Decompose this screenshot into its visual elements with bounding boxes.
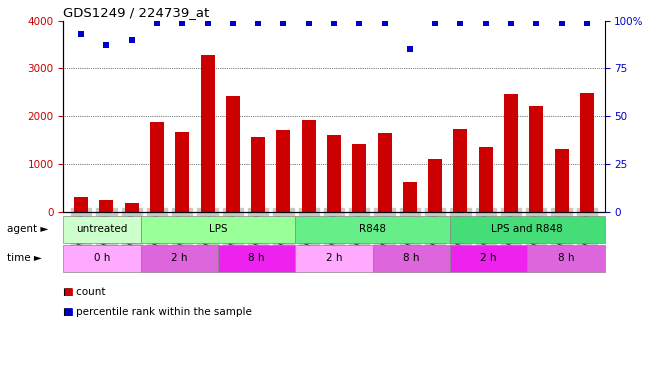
Text: untreated: untreated [76, 224, 128, 234]
Bar [200, 55, 214, 212]
Bar [141, 244, 218, 272]
Point [177, 20, 188, 26]
Text: 0 h: 0 h [94, 253, 110, 263]
Text: 8 h: 8 h [558, 253, 574, 263]
Point [278, 20, 289, 26]
Bar [428, 159, 442, 212]
Bar [295, 244, 373, 272]
Text: 2 h: 2 h [326, 253, 342, 263]
Text: time ►: time ► [7, 253, 41, 263]
Point [101, 42, 112, 48]
Bar [302, 120, 316, 212]
Bar [580, 93, 594, 212]
Bar [352, 144, 366, 212]
Bar [63, 216, 141, 243]
Point [228, 20, 238, 26]
Text: LPS and R848: LPS and R848 [492, 224, 563, 234]
Bar [454, 129, 468, 212]
Bar [141, 216, 295, 243]
Point [202, 20, 213, 26]
Bar [377, 133, 391, 212]
Text: ■: ■ [63, 286, 73, 297]
Bar [450, 216, 605, 243]
Point [455, 20, 466, 26]
Text: GDS1249 / 224739_at: GDS1249 / 224739_at [63, 6, 210, 20]
Point [582, 20, 593, 26]
Point [379, 20, 390, 26]
Point [556, 20, 567, 26]
Text: ■ count: ■ count [63, 286, 106, 297]
Point [430, 20, 440, 26]
Text: 2 h: 2 h [480, 253, 497, 263]
Bar [504, 94, 518, 212]
Text: ■: ■ [63, 307, 73, 317]
Bar [450, 244, 527, 272]
Point [303, 20, 314, 26]
Text: LPS: LPS [208, 224, 227, 234]
Point [253, 20, 263, 26]
Bar [125, 203, 139, 212]
Point [126, 37, 137, 43]
Bar [277, 130, 291, 212]
Bar [74, 196, 88, 212]
Bar [403, 182, 417, 212]
Bar [100, 200, 114, 212]
Point [506, 20, 516, 26]
Bar [63, 244, 141, 272]
Bar [527, 244, 605, 272]
Bar [226, 96, 240, 212]
Bar [373, 244, 450, 272]
Bar [150, 123, 164, 212]
Point [354, 20, 365, 26]
Point [75, 31, 86, 37]
Point [531, 20, 542, 26]
Bar [554, 149, 568, 212]
Text: R848: R848 [359, 224, 386, 234]
Point [329, 20, 339, 26]
Point [480, 20, 491, 26]
Point [405, 46, 415, 53]
Bar [327, 135, 341, 212]
Bar [479, 147, 493, 212]
Text: 2 h: 2 h [171, 253, 188, 263]
Text: 8 h: 8 h [403, 253, 420, 263]
Point [152, 20, 162, 26]
Bar [251, 137, 265, 212]
Bar [529, 106, 543, 212]
Text: agent ►: agent ► [7, 224, 48, 234]
Text: ■ percentile rank within the sample: ■ percentile rank within the sample [63, 307, 253, 317]
Bar [295, 216, 450, 243]
Bar [175, 132, 189, 212]
Text: 8 h: 8 h [248, 253, 265, 263]
Bar [218, 244, 295, 272]
